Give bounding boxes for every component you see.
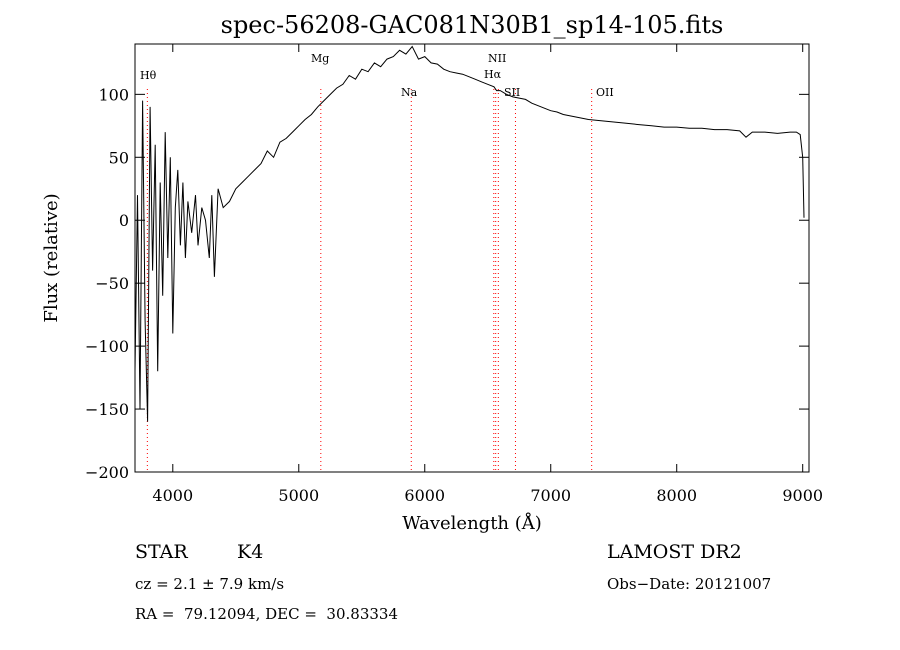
y-axis-label: Flux (relative) <box>41 193 62 322</box>
object-class: STAR <box>135 541 188 563</box>
y-tick-label: −200 <box>85 463 129 482</box>
object-subclass: K4 <box>237 541 264 563</box>
spectrum-line <box>134 45 805 422</box>
x-tick-label: 5000 <box>278 486 319 505</box>
spectral-line-label: Na <box>401 86 418 99</box>
plot-frame <box>134 43 810 473</box>
y-tick-label: −100 <box>85 337 129 356</box>
observation-date: Obs−Date: 20121007 <box>607 575 772 593</box>
y-tick-label: −150 <box>85 400 129 419</box>
spectral-line-label: SII <box>504 86 520 99</box>
x-tick-label: 8000 <box>656 486 697 505</box>
spectral-line-label: OII <box>596 86 614 99</box>
spectral-line-label: NII <box>488 52 506 65</box>
spectral-line-label: Hθ <box>140 69 157 82</box>
y-tick-label: −50 <box>95 274 129 293</box>
redshift-velocity: cz = 2.1 ± 7.9 km/s <box>135 575 285 593</box>
x-tick-label: 6000 <box>404 486 445 505</box>
y-tick-label: 0 <box>119 211 129 230</box>
x-axis-label: Wavelength (Å) <box>402 512 542 534</box>
x-tick-label: 9000 <box>782 486 823 505</box>
coordinates: RA = 79.12094, DEC = 30.83334 <box>135 605 399 623</box>
chart-title: spec-56208-GAC081N30B1_sp14-105.fits <box>221 11 724 39</box>
y-tick-label: 100 <box>98 85 129 104</box>
survey-name: LAMOST DR2 <box>607 541 742 563</box>
x-tick-label: 7000 <box>530 486 571 505</box>
axis-ticks: 4000 5000 6000 7000 8000 9000 −200 −150 −100 −50 0… <box>85 44 823 505</box>
y-tick-label: 50 <box>109 148 129 167</box>
spectral-line-label: Mg <box>311 52 329 65</box>
spectral-line-label: Hα <box>484 68 502 81</box>
x-tick-label: 4000 <box>152 486 193 505</box>
